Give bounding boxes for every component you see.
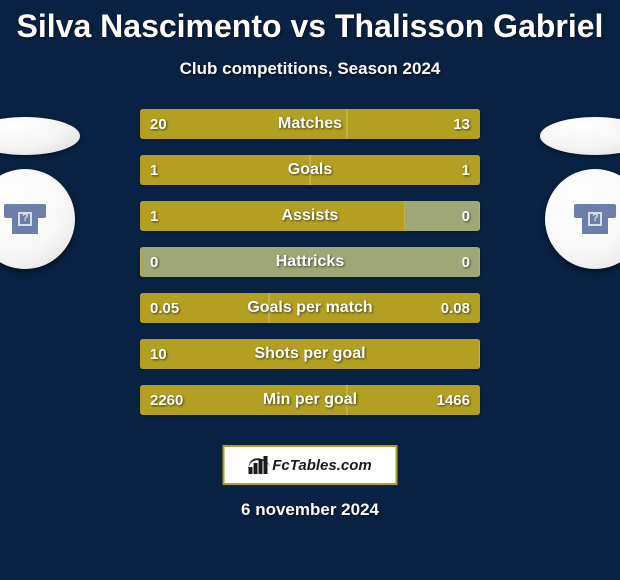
page-title: Silva Nascimento vs Thalisson Gabriel	[0, 0, 620, 45]
stat-value-right: 0	[462, 201, 470, 231]
stat-value-left: 0	[150, 247, 158, 277]
bar-right-fill	[310, 155, 480, 185]
bar-left-fill	[140, 339, 480, 369]
ball-left-decor	[0, 117, 80, 155]
stat-row: 11Goals	[140, 155, 480, 185]
stat-value-left: 20	[150, 109, 167, 139]
stat-row: 10Assists	[140, 201, 480, 231]
stat-value-left: 10	[150, 339, 167, 369]
stat-row: 0.050.08Goals per match	[140, 293, 480, 323]
stat-value-left: 2260	[150, 385, 183, 415]
ball-right-decor	[540, 117, 620, 155]
stat-row: 22601466Min per goal	[140, 385, 480, 415]
subtitle: Club competitions, Season 2024	[0, 59, 620, 79]
bar-left-fill	[140, 109, 347, 139]
bar-left-fill	[140, 201, 405, 231]
stat-row: 2013Matches	[140, 109, 480, 139]
stat-bars-container: 2013Matches11Goals10Assists00Hattricks0.…	[140, 109, 480, 431]
bar-right-fill	[479, 339, 480, 369]
player-right-avatar	[545, 169, 620, 269]
logo-text: FcTables.com	[272, 457, 371, 474]
stat-row: 0 0Hattricks	[140, 247, 480, 277]
stat-value-left: 0.05	[150, 293, 179, 323]
question-icon	[588, 212, 602, 226]
bar-left-fill	[140, 155, 310, 185]
bar-right-fill	[479, 201, 480, 231]
stat-value-right: 1	[462, 155, 470, 185]
barchart-icon	[248, 456, 268, 474]
bar-right-fill	[479, 247, 480, 277]
comparison-area: 2013Matches11Goals10Assists00Hattricks0.…	[0, 109, 620, 449]
bar-left-fill	[140, 247, 141, 277]
date-label: 6 november 2024	[0, 500, 620, 520]
stat-value-right: 0.08	[441, 293, 470, 323]
jersey-icon	[12, 204, 38, 234]
stat-value-right: 0	[462, 247, 470, 277]
fctables-logo: FcTables.com	[223, 445, 398, 485]
stat-value-right: 1466	[437, 385, 470, 415]
stat-row: 10Shots per goal	[140, 339, 480, 369]
stat-label: Hattricks	[140, 247, 480, 277]
stat-value-right: 13	[453, 109, 470, 139]
stat-value-left: 1	[150, 155, 158, 185]
jersey-icon	[582, 204, 608, 234]
stat-value-left: 1	[150, 201, 158, 231]
player-left-avatar	[0, 169, 75, 269]
question-icon	[18, 212, 32, 226]
